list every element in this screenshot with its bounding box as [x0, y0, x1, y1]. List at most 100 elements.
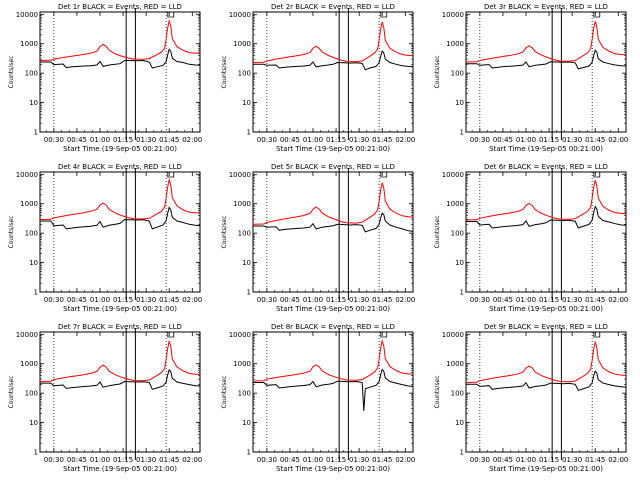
y-tick-label: 1000 — [20, 200, 38, 208]
x-axis-label: Start Time (19-Sep-05 00:21:00) — [63, 305, 177, 313]
y-tick-label: 1 — [460, 289, 464, 297]
y-tick-label: 1000 — [446, 200, 464, 208]
y-tick-label: 1 — [247, 449, 251, 457]
x-tick-label: 01:00 — [516, 456, 536, 464]
x-axis-label: Start Time (19-Sep-05 00:21:00) — [63, 465, 177, 473]
y-tick-label: 100 — [238, 230, 251, 238]
series-events-line — [466, 370, 627, 391]
x-axis-label: Start Time (19-Sep-05 00:21:00) — [489, 145, 603, 153]
y-tick-label: 1000 — [233, 200, 251, 208]
interval-bracket-marker — [167, 332, 175, 338]
y-tick-label: 1 — [460, 449, 464, 457]
x-tick-label: 01:00 — [90, 456, 110, 464]
x-tick-label: 02:00 — [608, 456, 628, 464]
plot-title: Det 2r BLACK = Events, RED = LLD — [271, 3, 395, 11]
plot-frame — [252, 11, 414, 133]
plot-title: Det 7r BLACK = Events, RED = LLD — [58, 323, 182, 331]
y-tick-label: 1 — [34, 289, 38, 297]
x-tick-label: 01:45 — [372, 456, 392, 464]
x-tick-label: 00:45 — [280, 456, 300, 464]
y-tick-label: 1000 — [446, 40, 464, 48]
detector-plot-4: Det 4r BLACK = Events, RED = LLD 1 10 100 10… — [8, 163, 202, 313]
x-tick-label: 01:30 — [349, 136, 369, 144]
x-tick-label: 01:15 — [113, 136, 133, 144]
x-tick-label: 00:45 — [493, 296, 513, 304]
x-tick-label: 01:30 — [136, 136, 156, 144]
x-tick-label: 01:15 — [326, 296, 346, 304]
y-tick-label: 1000 — [233, 40, 251, 48]
y-tick-label: 100 — [451, 390, 464, 398]
x-tick-label: 00:30 — [257, 456, 277, 464]
plot-frame — [465, 331, 627, 453]
y-tick-label: 1000 — [20, 360, 38, 368]
x-tick-label: 01:30 — [349, 456, 369, 464]
y-axis-label: Counts/sec — [8, 375, 15, 408]
plot-frame — [39, 171, 201, 293]
x-tick-label: 00:30 — [470, 296, 490, 304]
x-tick-label: 01:30 — [562, 136, 582, 144]
plot-frame — [39, 331, 201, 453]
series-events-line — [253, 368, 414, 411]
plot-title: Det 9r BLACK = Events, RED = LLD — [484, 323, 608, 331]
series-lld-line — [252, 182, 414, 225]
series-events-line — [253, 50, 414, 71]
y-tick-label: 10000 — [229, 171, 251, 179]
y-tick-label: 10 — [242, 419, 251, 427]
plot-title: Det 8r BLACK = Events, RED = LLD — [271, 323, 395, 331]
y-tick-label: 100 — [451, 230, 464, 238]
x-axis-label: Start Time (19-Sep-05 00:21:00) — [276, 145, 390, 153]
series-lld-line — [39, 177, 201, 221]
series-events-line — [466, 205, 627, 229]
x-tick-label: 01:45 — [372, 136, 392, 144]
y-tick-label: 100 — [451, 70, 464, 78]
detector-plot-1: Det 1r BLACK = Events, RED = LLD 1 10 100 10… — [8, 3, 202, 153]
y-axis-label: Counts/sec — [434, 375, 441, 408]
x-tick-label: 02:00 — [608, 296, 628, 304]
series-events-line — [40, 206, 201, 230]
y-tick-label: 10000 — [229, 331, 251, 339]
y-tick-label: 10000 — [16, 331, 38, 339]
y-axis-label: Counts/sec — [8, 55, 15, 88]
x-tick-label: 00:30 — [44, 136, 64, 144]
x-tick-label: 02:00 — [395, 136, 415, 144]
series-lld-line — [465, 21, 627, 63]
detector-plot-2: Det 2r BLACK = Events, RED = LLD 1 10 100 10… — [221, 3, 415, 153]
x-tick-label: 00:45 — [280, 296, 300, 304]
detector-plot-8: Det 8r BLACK = Events, RED = LLD 1 10 100 10… — [221, 323, 415, 473]
y-tick-label: 10000 — [442, 171, 464, 179]
x-tick-label: 01:30 — [136, 456, 156, 464]
series-lld-line — [39, 340, 201, 382]
x-tick-label: 01:00 — [90, 136, 110, 144]
plot-title: Det 5r BLACK = Events, RED = LLD — [271, 163, 395, 171]
y-tick-label: 100 — [25, 230, 38, 238]
x-tick-label: 01:15 — [326, 136, 346, 144]
detector-plot-5: Det 5r BLACK = Events, RED = LLD 1 10 100 10… — [221, 163, 415, 313]
x-tick-label: 01:30 — [136, 296, 156, 304]
x-tick-label: 00:45 — [280, 136, 300, 144]
y-tick-label: 1 — [34, 129, 38, 137]
y-axis-label: Counts/sec — [434, 215, 441, 248]
x-axis-label: Start Time (19-Sep-05 00:21:00) — [276, 305, 390, 313]
series-lld-line — [39, 18, 201, 61]
x-tick-label: 00:30 — [257, 136, 277, 144]
y-tick-label: 10000 — [229, 11, 251, 19]
x-tick-label: 01:45 — [585, 296, 605, 304]
series-lld-line — [252, 338, 414, 382]
plot-frame — [465, 171, 627, 293]
x-tick-label: 01:00 — [303, 296, 323, 304]
x-tick-label: 01:15 — [113, 296, 133, 304]
plot-frame — [39, 11, 201, 133]
x-tick-label: 02:00 — [182, 296, 202, 304]
y-tick-label: 100 — [25, 390, 38, 398]
x-axis-label: Start Time (19-Sep-05 00:21:00) — [63, 145, 177, 153]
x-tick-label: 02:00 — [182, 136, 202, 144]
x-tick-label: 00:45 — [493, 136, 513, 144]
y-tick-label: 10 — [29, 99, 38, 107]
x-tick-label: 01:30 — [562, 456, 582, 464]
plot-title: Det 6r BLACK = Events, RED = LLD — [484, 163, 608, 171]
x-tick-label: 01:45 — [585, 456, 605, 464]
y-tick-label: 100 — [238, 70, 251, 78]
x-tick-label: 02:00 — [608, 136, 628, 144]
x-tick-label: 01:45 — [159, 136, 179, 144]
plot-title: Det 4r BLACK = Events, RED = LLD — [58, 163, 182, 171]
